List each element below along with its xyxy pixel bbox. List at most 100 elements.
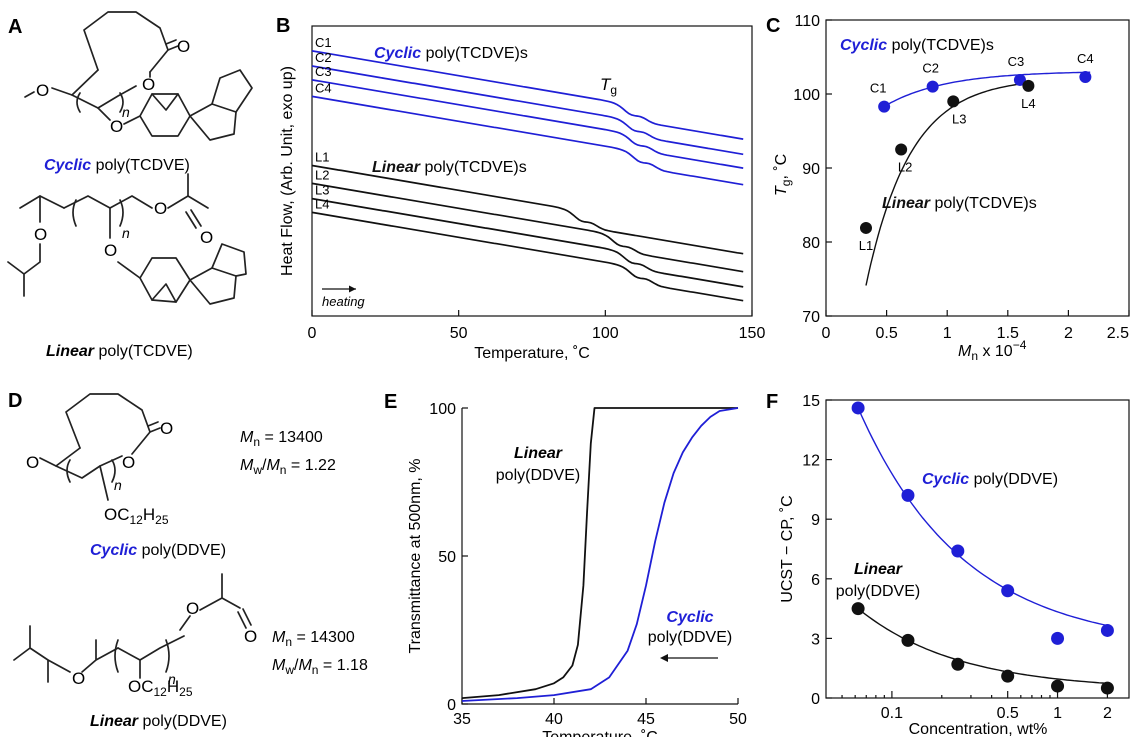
x-tick-label: 0.5 [997,705,1019,722]
chart-e-transmittance: E 35 40 45 50 0 50 100 Temperature, ˚C Transmitta… [384,391,747,737]
linear-tcdve-structure: n O O O O [7,173,247,305]
point-label-c4: C4 [1077,51,1094,66]
heat-flow-curve-l2 [311,182,744,273]
linear-annotation-bold: Linear [854,561,903,578]
linear-mw-symbol: M [272,657,286,674]
linear-side-chain-oc: OC [128,677,154,696]
y-tick-label: 6 [811,572,820,589]
linear-tcdve-name: Linear poly(TCDVE) [46,343,193,360]
point-label-c1: C1 [870,81,887,96]
x-tick-label: 0.5 [875,325,897,342]
x-tick-label: 0 [822,325,831,342]
linear-annotation-bold: Linear [514,445,563,462]
linear-side-chain-h: H [167,677,179,696]
cyclic-ddve-n-label: n [114,477,122,493]
linear-side-chain-c-sub: 12 [154,685,168,699]
cyclic-data-point [901,488,915,502]
plot-frame [311,25,753,317]
x-tick-label: 2.5 [1107,325,1129,342]
cyclic-group-label: Cyclic poly(TCDVE)s [374,45,528,62]
cyclic-ddve-name-prefix: Cyclic [90,542,137,559]
series-label-l3: L3 [315,183,329,198]
cyclic-annotation-rest: poly(DDVE) [969,471,1058,488]
x-tick-label: 40 [545,711,563,728]
x-tick-label: 100 [592,325,619,342]
linear-annotation-rest: poly(DDVE) [836,583,920,600]
cyclic-ddve-mw: Mw/Mn = 1.22 [240,457,336,477]
linear-group-label-rest: poly(TCDVE)s [420,159,527,176]
y-tick-label: 110 [794,13,820,30]
linear-transmittance-curve [461,407,738,699]
linear-group-label: Linear poly(TCDVE)s [882,195,1037,212]
linear-data-point [851,602,865,616]
side-chain-c-sub: 12 [130,513,144,527]
mw-subscript: w [252,463,262,477]
cyclic-group-label-rest: poly(TCDVE)s [421,45,528,62]
cyclic-annotation-rest: poly(DDVE) [648,629,732,646]
linear-mn-value: = 14300 [292,629,355,646]
cyclic-group-label: Cyclic poly(TCDVE)s [840,37,994,54]
cyclic-tcdve-name-prefix: Cyclic [44,157,91,174]
linear-ddve-mw: Mw/Mn = 1.18 [272,657,368,677]
cyclic-transmittance-curve [461,407,739,702]
y-tick-label: 3 [811,631,820,648]
y-tick-label: 0 [447,697,456,714]
x-title-main: M [958,343,972,360]
linear-mw-mn-symbol: M [298,657,312,674]
point-label-l4: L4 [1021,96,1035,111]
x-axis-title: Temperature, ˚C [474,345,590,362]
point-label-l1: L1 [859,238,873,253]
linear-ddve-mn: Mn = 14300 [272,629,355,649]
x-tick-label: 1.5 [997,325,1019,342]
x-tick-label: 150 [739,325,766,342]
ether-o-atom: O [110,117,123,136]
point-l4 [1022,79,1035,92]
panel-b-letter: B [276,15,290,37]
cooling-arrow-head [660,654,668,662]
linear-ddve-acetate-o: O [186,599,199,618]
carbonyl-o-atom: O [177,37,190,56]
linear-tcdve-name-suffix: poly(TCDVE) [94,343,193,360]
y-tick-label: 9 [811,512,820,529]
heat-flow-curve-c2 [311,65,744,156]
linear-data-point [1001,669,1015,683]
point-c3 [1013,73,1026,86]
linear-annotation: Linear poly(DDVE) [836,561,920,600]
y-tick-label: 70 [802,309,820,326]
point-label-l3: L3 [952,111,966,126]
linear-data-point [1100,681,1114,695]
series-label-l2: L2 [315,167,329,182]
cyclic-ddve-name: Cyclic poly(DDVE) [90,542,226,559]
panel-d-letter: D [8,390,22,412]
x-tick-label: 35 [453,711,471,728]
linear-ddve-carbonyl-o: O [244,627,257,646]
series-label-c2: C2 [315,50,332,65]
panel-c-letter: C [766,15,780,37]
linear-ether-o-atom: O [104,241,117,260]
mn-symbol: M [240,429,254,446]
mw-separator: / [262,457,267,474]
point-l3 [947,95,960,108]
heat-flow-curve-c3 [311,79,744,169]
linear-mw-value: = 1.18 [318,657,367,674]
x-tick-label: 50 [729,711,747,728]
ester-o-atom: O [142,75,155,94]
cyclic-tcdve-name: Cyclic poly(TCDVE) [44,157,190,174]
heat-flow-curve-l3 [311,197,744,288]
linear-data-point [951,657,965,671]
cyclic-annotation: Cyclic poly(DDVE) [922,471,1058,488]
panel-d: D O O O n OC12H25 Mn = 13400 Mw/Mn = 1.2… [8,390,368,730]
cyclic-annotation-bold: Cyclic [666,609,713,626]
x-tick-label: 1 [943,325,952,342]
linear-tcdve-name-prefix: Linear [46,343,95,360]
cyclic-data-point [951,544,965,558]
linear-group-label-bold: Linear [372,159,421,176]
point-label-c3: C3 [1008,54,1025,69]
cyclic-ddve-mn: Mn = 13400 [240,429,323,449]
isobutoxy-o-atom: O [34,225,47,244]
x-axis-title: Temperature, ˚C [542,729,658,737]
linear-ddve-name: Linear poly(DDVE) [90,713,227,730]
x-title-sup: −4 [1013,338,1027,352]
point-l2 [895,143,908,156]
